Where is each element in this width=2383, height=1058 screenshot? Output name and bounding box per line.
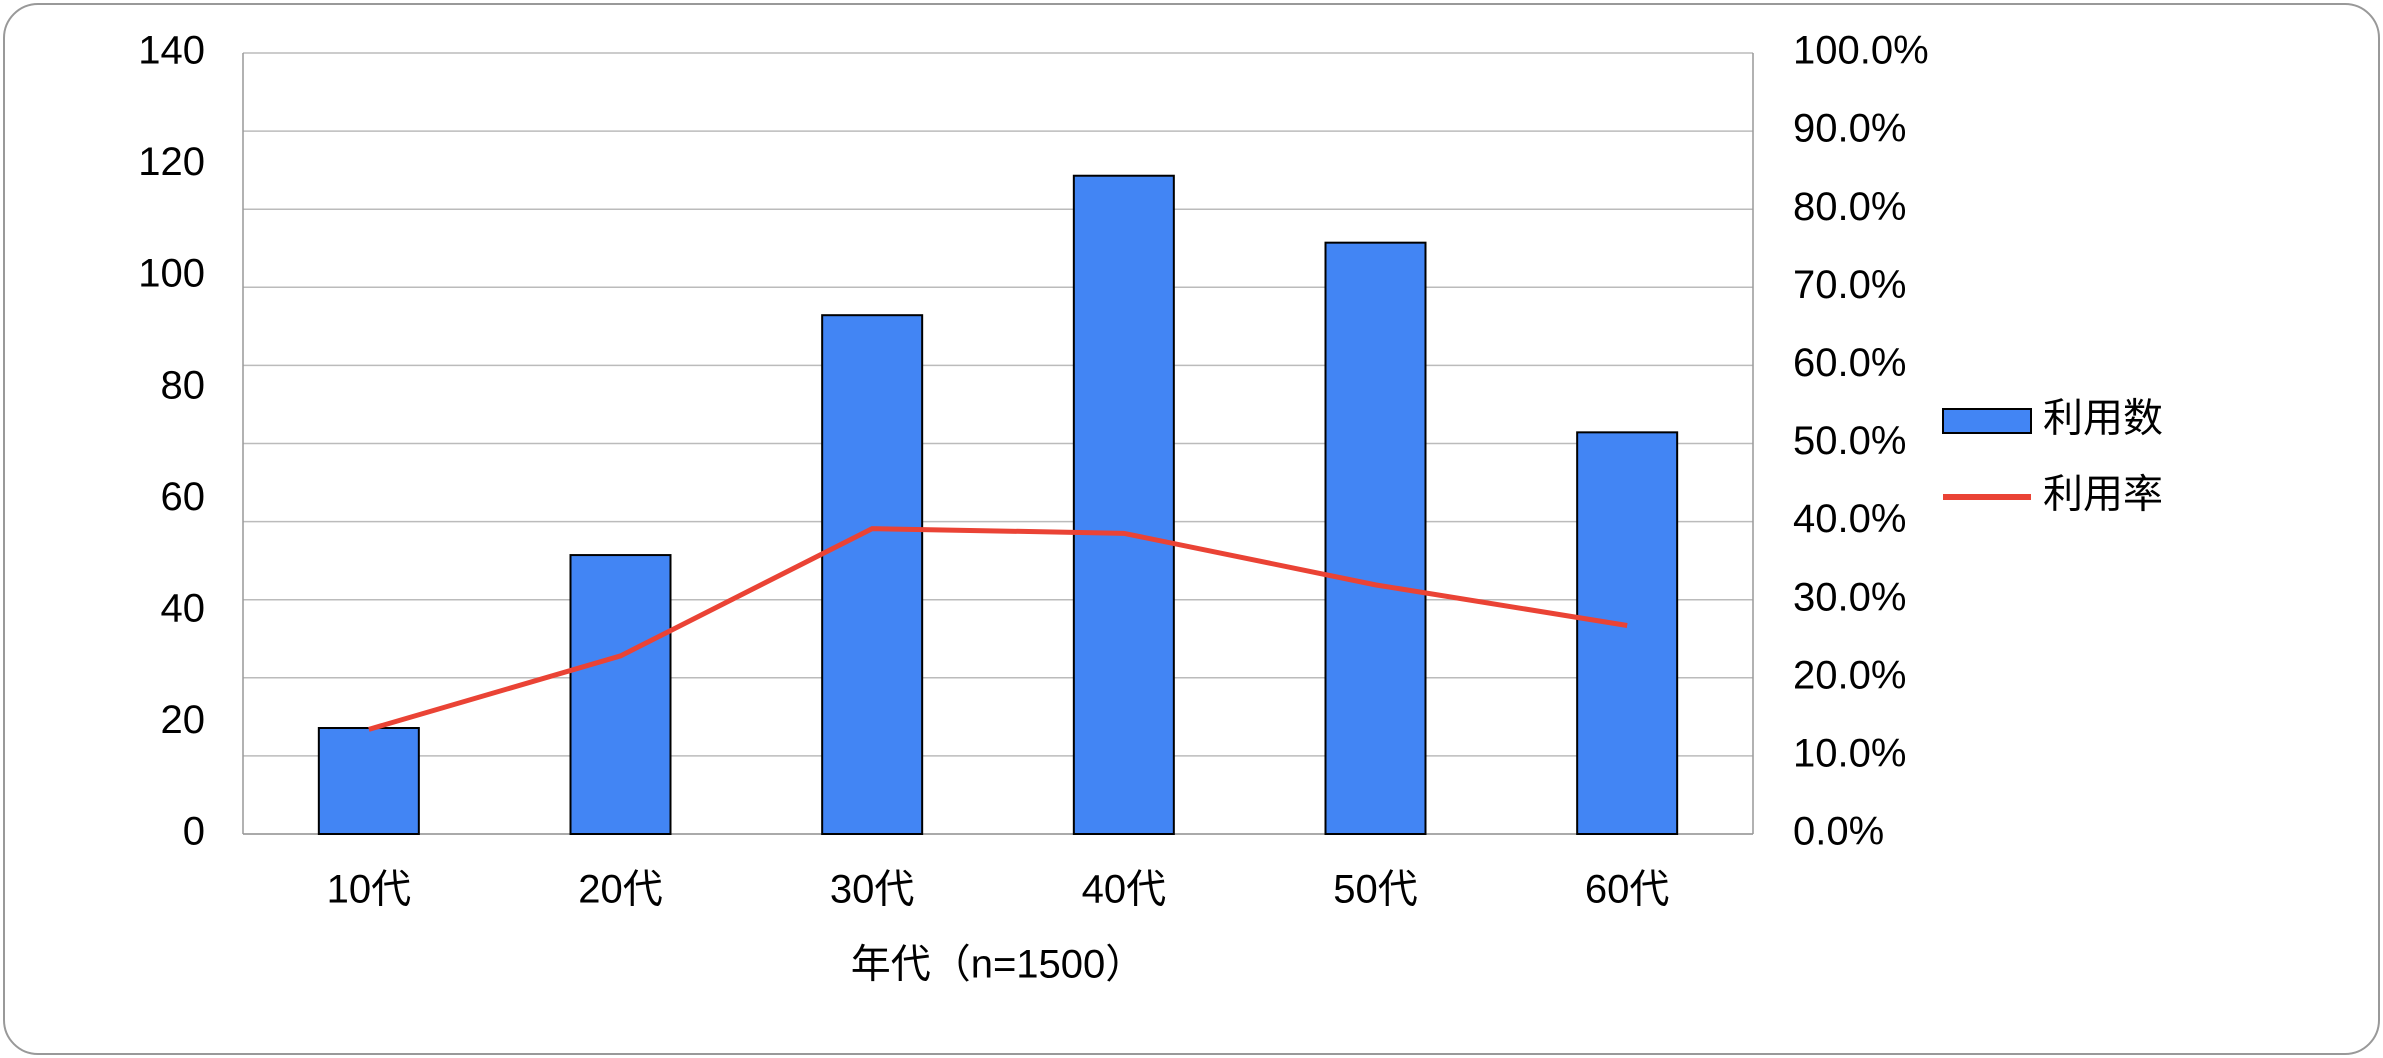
x-tick-label: 20代 bbox=[578, 868, 663, 912]
y-tick-label: 80 bbox=[161, 363, 206, 407]
x-axis-title: 年代（n=1500） bbox=[851, 943, 1146, 987]
y-tick-label: 60 bbox=[161, 475, 206, 519]
x-tick-label: 10代 bbox=[327, 868, 412, 912]
y2-tick-label: 60.0% bbox=[1793, 341, 1906, 385]
y2-tick-label: 20.0% bbox=[1793, 653, 1906, 697]
y2-tick-label: 90.0% bbox=[1793, 107, 1906, 151]
y-tick-label: 140 bbox=[138, 29, 205, 73]
y2-tick-label: 100.0% bbox=[1793, 29, 1929, 73]
legend-label: 利用数 bbox=[2043, 397, 2163, 441]
y2-tick-label: 70.0% bbox=[1793, 263, 1906, 307]
y2-tick-label: 50.0% bbox=[1793, 419, 1906, 463]
bar bbox=[1072, 174, 1175, 835]
y2-tick-label: 10.0% bbox=[1793, 731, 1906, 775]
y-tick-label: 40 bbox=[161, 586, 206, 630]
y-tick-label: 120 bbox=[138, 140, 205, 184]
bar bbox=[1324, 241, 1427, 835]
bar bbox=[317, 727, 420, 835]
y2-tick-label: 0.0% bbox=[1793, 810, 1884, 854]
legend-swatch bbox=[1942, 408, 2032, 434]
bar bbox=[821, 314, 924, 835]
bar bbox=[569, 554, 672, 835]
x-tick-label: 30代 bbox=[830, 868, 915, 912]
y2-tick-label: 30.0% bbox=[1793, 575, 1906, 619]
bar bbox=[1576, 431, 1679, 835]
y2-tick-label: 80.0% bbox=[1793, 185, 1906, 229]
y2-tick-label: 40.0% bbox=[1793, 497, 1906, 541]
legend-label: 利用率 bbox=[2043, 473, 2163, 517]
y-tick-label: 100 bbox=[138, 252, 205, 296]
y-tick-label: 20 bbox=[161, 698, 206, 742]
line-series bbox=[368, 526, 1628, 732]
y-tick-label: 0 bbox=[183, 810, 205, 854]
x-tick-label: 40代 bbox=[1082, 868, 1167, 912]
x-tick-label: 50代 bbox=[1333, 868, 1418, 912]
x-tick-label: 60代 bbox=[1585, 868, 1670, 912]
